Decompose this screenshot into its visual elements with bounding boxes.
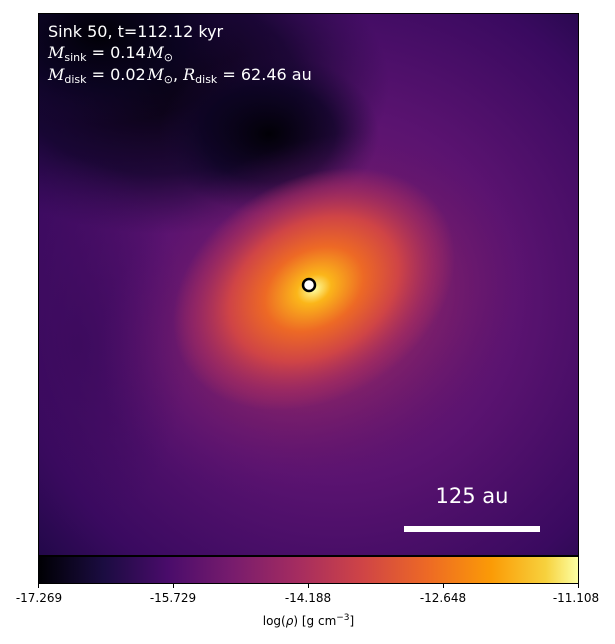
sink-marker bbox=[301, 277, 317, 293]
density-map-image bbox=[39, 14, 578, 555]
colorbar-axis-label: log(ρ) [g cm−3] bbox=[262, 613, 355, 628]
colorbar-tick bbox=[308, 584, 309, 588]
colorbar-tick bbox=[173, 584, 174, 588]
scale-bar-label: 125 au bbox=[435, 484, 509, 508]
colorbar-tick-label: -17.269 bbox=[15, 591, 63, 605]
colorbar-tick bbox=[38, 584, 39, 588]
colorbar-tick-label: -15.729 bbox=[149, 591, 197, 605]
colorbar-tick bbox=[578, 584, 579, 588]
sink-title: Sink 50, t=112.12 kyr bbox=[48, 22, 224, 41]
density-map-panel: Sink 50, t=112.12 kyr Msink = 0.14 M⊙ Md… bbox=[38, 13, 579, 556]
colorbar bbox=[38, 556, 579, 584]
disk-properties-line: Mdisk = 0.02 M⊙, Rdisk = 62.46 au bbox=[48, 65, 312, 86]
scale-bar bbox=[404, 526, 540, 532]
colorbar-tick-label: -12.648 bbox=[419, 591, 467, 605]
colorbar-tick-label: -14.188 bbox=[284, 591, 332, 605]
colorbar-tick bbox=[443, 584, 444, 588]
sink-mass-line: Msink = 0.14 M⊙ bbox=[48, 43, 173, 64]
colorbar-tick-label: -11.108 bbox=[552, 591, 600, 605]
